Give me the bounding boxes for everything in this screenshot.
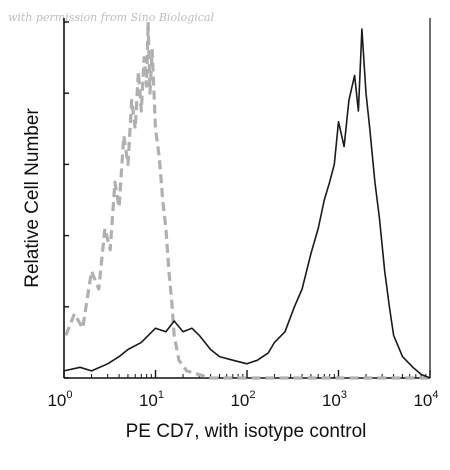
x-tick-label: 100 bbox=[47, 389, 72, 410]
x-tick-label: 102 bbox=[230, 389, 255, 410]
isotype-control-histogram bbox=[64, 20, 430, 380]
x-tick-labels: 100 101 102 103 104 bbox=[47, 389, 438, 410]
x-tick-label: 101 bbox=[139, 389, 164, 410]
series-layer bbox=[63, 20, 431, 380]
x-tick-label: 104 bbox=[413, 389, 438, 410]
watermark-text: with permission from Sino Biological bbox=[8, 11, 214, 24]
x-axis-ticks bbox=[63, 370, 431, 378]
x-axis-title: PE CD7, with isotype control bbox=[126, 421, 367, 442]
x-tick-label: 103 bbox=[322, 389, 347, 410]
y-axis-title: Relative Cell Number bbox=[22, 108, 43, 288]
cd7-stained-histogram bbox=[63, 28, 431, 379]
y-axis-ticks bbox=[64, 21, 69, 379]
plot-area bbox=[63, 18, 431, 380]
